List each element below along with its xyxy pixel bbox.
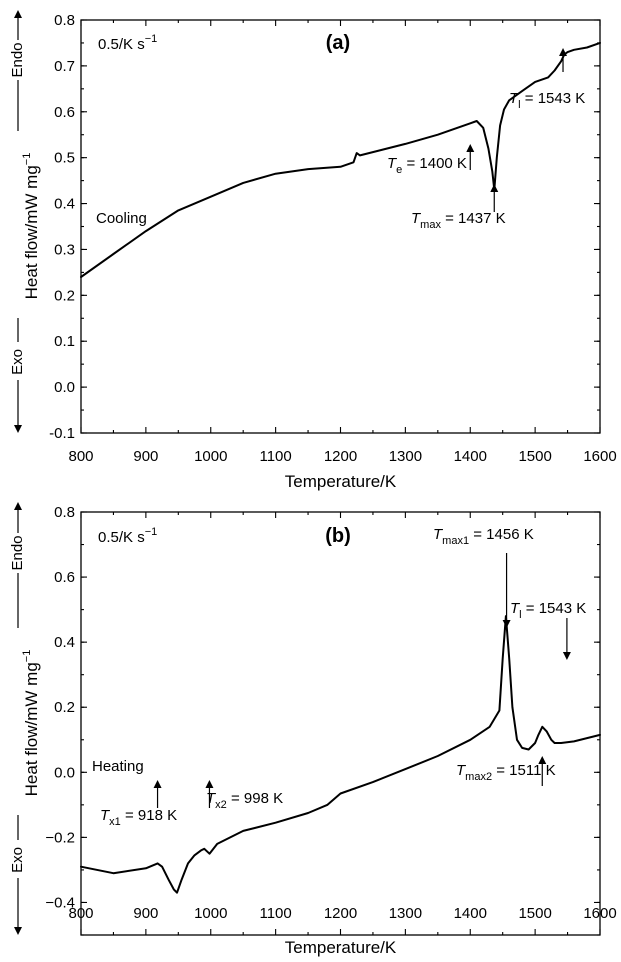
y-tick-label: 0.6 xyxy=(54,569,75,586)
y-axis-title: Heat flow/mW mg−1 xyxy=(21,153,41,300)
annotation-symbol: T xyxy=(509,90,520,107)
panel-label: (a) xyxy=(326,32,350,54)
y-tick-label: 0.2 xyxy=(54,699,75,716)
y-tick-label: 0.4 xyxy=(54,196,75,213)
x-tick-label: 1100 xyxy=(259,905,291,922)
y-tick-label: 0.5 xyxy=(54,150,75,167)
y-axis-title: Heat flow/mW mg−1 xyxy=(21,650,41,797)
annotation-subscript: l xyxy=(518,99,520,111)
x-tick-label: 1200 xyxy=(324,448,357,465)
annotation-subscript: max xyxy=(420,219,441,231)
y-axis-exp: −1 xyxy=(21,650,33,663)
x-tick-label: 800 xyxy=(68,448,93,465)
curve-label: Heating xyxy=(92,758,144,775)
y-axis-exp: −1 xyxy=(21,153,33,166)
x-tick-label: 1500 xyxy=(518,448,551,465)
x-tick-label: 1500 xyxy=(518,905,551,922)
x-axis-title: Temperature/K xyxy=(285,472,397,491)
y-tick-label: -0.1 xyxy=(49,425,75,442)
rate-exp: −1 xyxy=(145,33,158,45)
y-tick-label: 0.8 xyxy=(54,504,75,521)
y-tick-label: 0.1 xyxy=(54,333,75,350)
x-tick-label: 1400 xyxy=(454,448,487,465)
rate-exp: −1 xyxy=(145,526,158,538)
annotation-label: Tx2 = 998 K xyxy=(206,790,283,811)
x-axis-title: Temperature/K xyxy=(285,938,397,957)
y-tick-label: 0.4 xyxy=(54,634,75,651)
annotation-symbol: T xyxy=(411,210,422,227)
x-tick-label: 1600 xyxy=(583,905,616,922)
y-tick-label: −0.4 xyxy=(45,894,75,911)
x-tick-label: 1100 xyxy=(259,448,291,465)
annotation-symbol: T xyxy=(456,762,467,779)
annotation-value: = 918 K xyxy=(121,807,177,824)
endo-label: Endo xyxy=(9,535,26,570)
x-tick-label: 1000 xyxy=(194,448,227,465)
annotation-label: Tl = 1543 K xyxy=(510,600,586,621)
annotation-value: = 1543 K xyxy=(521,90,586,107)
y-tick-label: 0.0 xyxy=(54,764,75,781)
annotation-value: = 998 K xyxy=(227,790,283,807)
plot-frame xyxy=(80,19,601,434)
heating-rate-label: 0.5/K s−1 xyxy=(98,33,157,53)
annotation-subscript: e xyxy=(396,164,402,176)
x-tick-label: 800 xyxy=(68,905,93,922)
x-tick-label: 900 xyxy=(133,905,158,922)
annotation-label: Te = 1400 K xyxy=(387,155,467,176)
x-tick-label: 1600 xyxy=(583,448,616,465)
dsc-curve xyxy=(80,41,601,278)
panel-label: (b) xyxy=(325,525,351,547)
x-tick-label: 1300 xyxy=(389,905,422,922)
annotation-symbol: T xyxy=(433,526,444,543)
exo-label: Exo xyxy=(9,349,26,375)
y-tick-label: −0.2 xyxy=(45,829,75,846)
annotation-subscript: l xyxy=(519,609,521,621)
annotation-label: Tx1 = 918 K xyxy=(100,807,177,828)
exo-label: Exo xyxy=(9,847,26,873)
curve-label: Cooling xyxy=(96,210,147,227)
annotation-label: Tmax2 = 1511 K xyxy=(456,762,556,783)
endo-label: Endo xyxy=(9,42,26,77)
panel-b-chart: 800 900 1000 1100 1200 1300 1400 1500 1600 −0.4 −0… xyxy=(9,502,617,957)
annotation-subscript: max1 xyxy=(442,535,469,547)
x-tick-label: 1400 xyxy=(454,905,487,922)
annotation-symbol: T xyxy=(510,600,521,617)
annotation-value: = 1456 K xyxy=(469,526,534,543)
x-tick-label: 1200 xyxy=(324,905,357,922)
annotation-symbol: T xyxy=(387,155,398,172)
panel-a-chart: 800 900 1000 1100 1200 1300 1400 1500 1600 -0.1 0.… xyxy=(9,10,617,491)
x-tick-label: 1300 xyxy=(389,448,422,465)
annotation-value: = 1543 K xyxy=(522,600,587,617)
dsc-curve xyxy=(80,615,601,894)
y-tick-label: 0.6 xyxy=(54,104,75,121)
annotation-symbol: T xyxy=(206,790,217,807)
y-tick-label: 0.8 xyxy=(54,12,75,29)
y-tick-label: 0.2 xyxy=(54,287,75,304)
annotation-label: Tmax1 = 1456 K xyxy=(433,526,534,547)
annotation-subscript: max2 xyxy=(465,771,492,783)
y-tick-label: 0.3 xyxy=(54,241,75,258)
x-tick-label: 1000 xyxy=(194,905,227,922)
annotation-value: = 1511 K xyxy=(492,762,556,779)
y-tick-label: 0.0 xyxy=(54,379,75,396)
annotation-subscript: x2 xyxy=(215,799,227,811)
annotation-label: Tl = 1543 K xyxy=(509,90,585,111)
annotation-value: = 1400 K xyxy=(402,155,467,172)
x-tick-label: 900 xyxy=(133,448,158,465)
annotation-symbol: T xyxy=(100,807,111,824)
plot-frame xyxy=(80,511,601,936)
heating-rate-label: 0.5/K s−1 xyxy=(98,526,157,546)
annotation-subscript: x1 xyxy=(109,816,121,828)
y-tick-label: 0.7 xyxy=(54,58,75,75)
annotation-value: = 1437 K xyxy=(441,210,506,227)
annotation-label: Tmax = 1437 K xyxy=(411,210,506,231)
